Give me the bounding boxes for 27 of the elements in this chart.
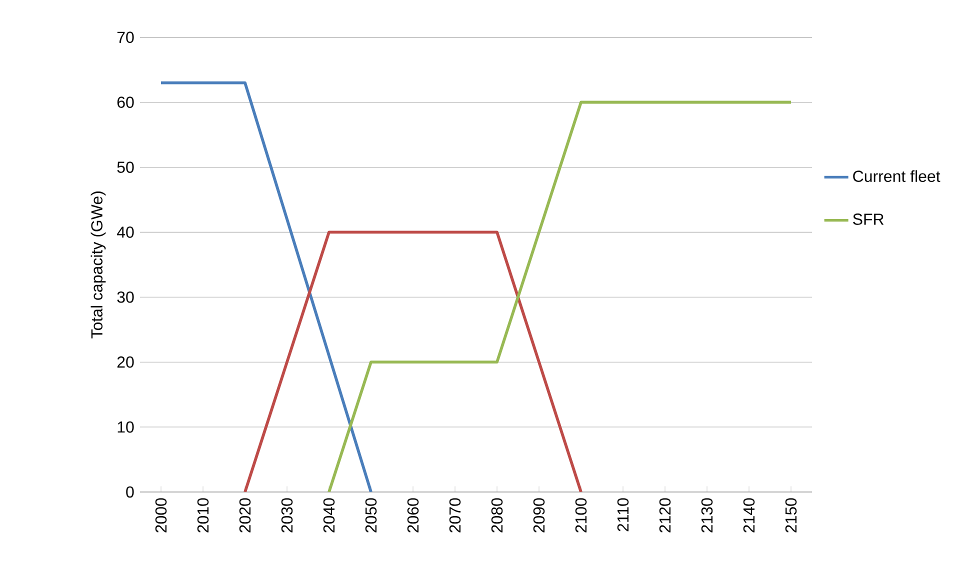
legend-label: SFR	[853, 214, 884, 225]
x-tick-label: 2030	[281, 498, 293, 532]
x-tick-label: 2110	[617, 498, 629, 532]
y-tick-label: 0	[126, 486, 134, 498]
x-tick-label: 2070	[449, 498, 461, 532]
legend-label: Current fleet	[853, 170, 940, 182]
x-tick-label: 2100	[575, 498, 587, 532]
x-tick-label: 2150	[785, 498, 797, 532]
x-tick-label: 2050	[365, 498, 377, 532]
x-tick-label: 2090	[533, 498, 545, 532]
x-tick-label: 2060	[407, 498, 419, 532]
y-tick-label: 20	[117, 356, 134, 368]
y-axis-title: Total capacity (GWe)	[90, 192, 106, 338]
y-tick-label: 40	[116, 226, 134, 238]
x-tick-label: 2080	[491, 498, 503, 532]
x-tick-label: 2020	[239, 498, 251, 532]
y-tick-label: 70	[117, 32, 134, 43]
y-tick-label: 30	[117, 291, 134, 303]
y-tick-label: 60	[117, 96, 134, 108]
y-tick-label: 50	[117, 162, 134, 173]
x-tick-label: 2010	[197, 498, 209, 532]
x-tick-label: 2040	[323, 498, 335, 532]
x-tick-label: 2120	[659, 498, 671, 532]
y-tick-label: 10	[118, 421, 134, 433]
x-tick-label: 2140	[743, 498, 755, 532]
x-tick-label: 2000	[155, 498, 167, 532]
x-tick-label: 2130	[701, 498, 713, 532]
